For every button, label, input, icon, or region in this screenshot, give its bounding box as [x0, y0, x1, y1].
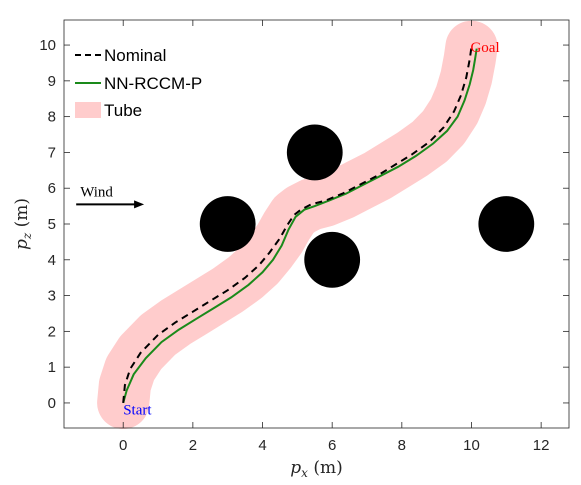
wind-label: Wind [80, 184, 113, 200]
y-tick-label: 9 [48, 73, 56, 90]
x-tick-label: 10 [463, 437, 480, 454]
y-tick-label: 3 [48, 288, 56, 305]
x-tick-label: 0 [119, 437, 127, 454]
y-tick-label: 5 [48, 216, 56, 233]
plot-area [97, 20, 535, 429]
x-tick-label: 2 [189, 437, 197, 454]
obstacle-4 [478, 196, 535, 252]
y-tick-label: 4 [48, 252, 56, 269]
obstacle-1 [199, 196, 256, 252]
x-tick-label: 6 [328, 437, 336, 454]
legend-nominal-label: Nominal [104, 46, 166, 65]
y-axis-label: pz (m) [12, 198, 34, 250]
y-tick-label: 1 [48, 359, 56, 376]
x-tick-label: 12 [533, 437, 550, 454]
x-tick-label: 8 [398, 437, 406, 454]
legend: Nominal NN-RCCM-P Tube [75, 46, 202, 120]
y-tick-label: 10 [39, 37, 56, 54]
legend-nn-rccm-p-label: NN-RCCM-P [104, 74, 202, 93]
wind-arrow-icon [134, 200, 145, 209]
obstacle-3 [304, 231, 361, 288]
y-tick-label: 0 [48, 395, 56, 412]
y-tick-label: 7 [48, 144, 56, 161]
obstacle-2 [286, 124, 343, 181]
y-tick-label: 6 [48, 180, 56, 197]
legend-tube-label: Tube [104, 101, 142, 120]
start-label: Start [123, 403, 152, 419]
x-tick-label: 4 [258, 437, 266, 454]
y-tick-label: 2 [48, 323, 56, 340]
goal-label: Goal [470, 40, 499, 56]
nn-rccm-p-line [122, 48, 478, 404]
x-axis-label: px (m) [290, 458, 342, 480]
y-tick-label: 8 [48, 109, 56, 126]
nominal-line [122, 46, 473, 403]
